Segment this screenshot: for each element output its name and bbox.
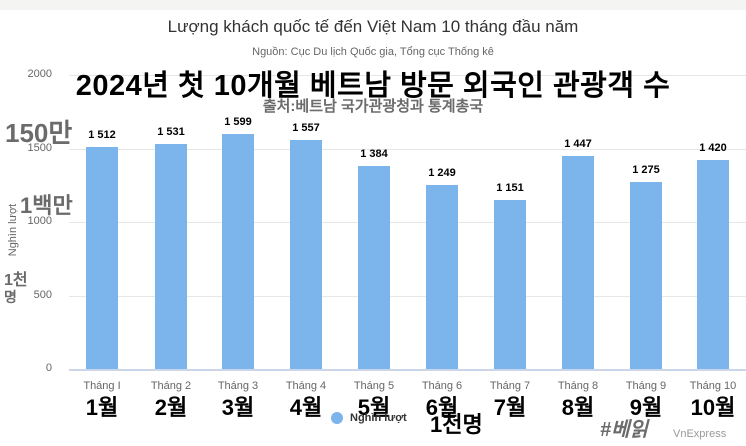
x-tick-label: Tháng 6 bbox=[421, 380, 463, 392]
bar-value-label: 1 447 bbox=[564, 138, 592, 151]
legend-label: Nghìn lượt bbox=[350, 412, 407, 424]
bar-value-label: 1 512 bbox=[88, 128, 116, 141]
korean-month-label: 1월 bbox=[85, 395, 119, 420]
bar-value-label: 1 531 bbox=[157, 125, 185, 138]
korean-y-1cheon: 1천 bbox=[4, 272, 28, 289]
x-axis-baseline bbox=[69, 369, 746, 371]
korean-source-overlay: 출처:베트남 국가관광청과 통계총국 bbox=[262, 98, 484, 115]
bar[interactable] bbox=[155, 143, 187, 369]
y-axis-label: Nghìn lượt bbox=[7, 203, 19, 257]
korean-month-label: 6월 bbox=[425, 395, 459, 420]
bar-value-label: 1 384 bbox=[360, 147, 388, 160]
korean-y-150man: 150만 bbox=[5, 118, 73, 148]
x-tick-label: Tháng 4 bbox=[285, 380, 327, 392]
bar[interactable] bbox=[222, 133, 254, 369]
korean-unit-overlay: 1천명 bbox=[430, 412, 483, 437]
bar-value-label: 1 557 bbox=[292, 122, 320, 135]
korean-month-label: 9월 bbox=[629, 395, 663, 420]
korean-month-label: 8월 bbox=[561, 395, 595, 420]
korean-y-myeong: 명 bbox=[4, 289, 17, 305]
bar[interactable] bbox=[426, 185, 458, 369]
bar[interactable] bbox=[494, 199, 526, 369]
y-tick: 2000 bbox=[27, 68, 52, 80]
korean-month-label: 2월 bbox=[154, 395, 188, 420]
chart-title: Lượng khách quốc tế đến Việt Nam 10 thán… bbox=[167, 17, 579, 36]
x-tick-label: Tháng 5 bbox=[353, 380, 395, 392]
x-tick-label: Tháng 2 bbox=[150, 380, 192, 392]
y-tick: 1500 bbox=[27, 142, 52, 154]
korean-month-label: 4월 bbox=[289, 395, 323, 420]
bar[interactable] bbox=[358, 165, 390, 369]
credit: VnExpress bbox=[673, 428, 727, 440]
gridline-1500 bbox=[69, 149, 746, 150]
korean-y-1baekman: 1백만 bbox=[20, 193, 73, 218]
x-tick-label: Tháng 9 bbox=[625, 380, 667, 392]
korean-heading-overlay: 2024년 첫 10개월 베트남 방문 외국인 관광객 수 bbox=[75, 70, 671, 102]
y-tick: 0 bbox=[45, 362, 52, 374]
bar-value-label: 1 151 bbox=[496, 181, 524, 194]
x-tick-label: Tháng 3 bbox=[217, 380, 259, 392]
y-tick: 1000 bbox=[27, 215, 52, 227]
bar-value-label: 1 249 bbox=[428, 167, 456, 180]
korean-month-label: 3월 bbox=[221, 395, 255, 420]
legend-item[interactable]: Nghìn lượt bbox=[331, 412, 407, 424]
bar-value-label: 1 420 bbox=[699, 142, 727, 155]
gridline-1000 bbox=[69, 222, 746, 223]
gridline-2000 bbox=[69, 75, 746, 76]
bar[interactable] bbox=[562, 156, 594, 369]
hashtag-overlay: #베읽 bbox=[600, 419, 648, 441]
bar[interactable] bbox=[290, 140, 322, 369]
legend-circle-icon bbox=[331, 412, 343, 424]
x-tick-label: Tháng 8 bbox=[557, 380, 599, 392]
x-tick-label: Tháng 10 bbox=[689, 380, 737, 392]
bar-value-label: 1 599 bbox=[224, 115, 252, 128]
korean-month-label: 5월 bbox=[357, 395, 391, 420]
korean-month-label: 7월 bbox=[493, 395, 527, 420]
bar[interactable] bbox=[697, 160, 729, 369]
bar[interactable] bbox=[86, 146, 118, 369]
top-band bbox=[0, 0, 746, 10]
bar-value-label: 1 275 bbox=[632, 163, 660, 176]
gridline-500 bbox=[69, 296, 746, 297]
korean-month-label: 10월 bbox=[690, 395, 736, 420]
chart-subtitle: Nguồn: Cục Du lịch Quốc gia, Tổng cục Th… bbox=[252, 46, 494, 58]
y-tick: 500 bbox=[33, 289, 52, 301]
x-tick-label: Tháng I bbox=[83, 380, 121, 392]
x-tick-label: Tháng 7 bbox=[489, 380, 531, 392]
bar[interactable] bbox=[630, 181, 662, 369]
